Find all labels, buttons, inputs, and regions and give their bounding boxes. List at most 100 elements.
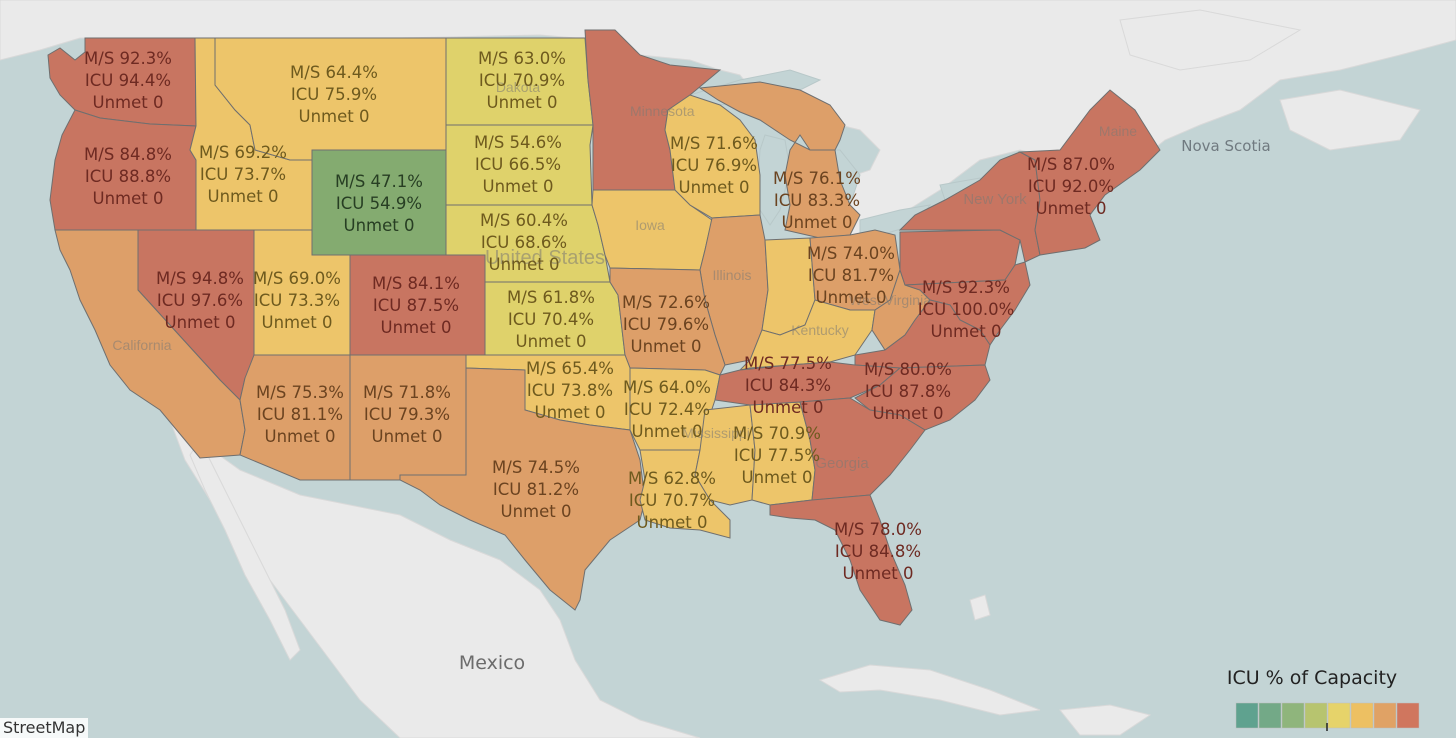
state-texas[interactable] xyxy=(399,367,646,611)
state-label-wa: M/S 92.3% ICU 94.4% Unmet 0 xyxy=(84,49,172,112)
label-unmet: Unmet 0 xyxy=(631,337,702,356)
state-label-wi: M/S 71.6% ICU 76.9% Unmet 0 xyxy=(670,134,758,197)
label-unmet: Unmet 0 xyxy=(535,403,606,422)
label-ms: M/S 47.1% xyxy=(335,172,423,191)
state-label-wy: M/S 47.1% ICU 54.9% Unmet 0 xyxy=(335,172,423,235)
legend-swatch xyxy=(1304,702,1328,729)
state-label-ar: M/S 64.0% ICU 72.4% Unmet 0 xyxy=(623,378,711,441)
label-ms: M/S 92.3% xyxy=(84,49,172,68)
label-icu: ICU 97.6% xyxy=(157,291,243,310)
label-unmet: Unmet 0 xyxy=(782,213,853,232)
state-label-fl: M/S 78.0% ICU 84.8% Unmet 0 xyxy=(834,520,922,583)
label-icu: ICU 83.3% xyxy=(774,191,860,210)
label-ms: M/S 63.0% xyxy=(478,49,566,68)
label-ms: M/S 62.8% xyxy=(628,469,716,488)
label-icu: ICU 73.8% xyxy=(527,381,613,400)
label-icu: ICU 84.3% xyxy=(745,376,831,395)
label-unmet: Unmet 0 xyxy=(489,255,560,274)
state-arizona[interactable] xyxy=(239,354,351,481)
label-unmet: Unmet 0 xyxy=(165,313,236,332)
label-ms: M/S 74.0% xyxy=(807,244,895,263)
basemap-label-maine: Maine xyxy=(1099,123,1137,139)
label-icu: ICU 77.5% xyxy=(734,446,820,465)
basemap-label-iowa: Iowa xyxy=(635,217,665,233)
label-icu: ICU 87.8% xyxy=(865,382,951,401)
label-ms: M/S 77.5% xyxy=(744,354,832,373)
label-ms: M/S 54.6% xyxy=(474,133,562,152)
state-label-tx: M/S 74.5% ICU 81.2% Unmet 0 xyxy=(492,458,580,521)
label-unmet: Unmet 0 xyxy=(843,564,914,583)
state-michigan[interactable] xyxy=(698,81,861,239)
label-icu: ICU 66.5% xyxy=(475,155,561,174)
label-ms: M/S 94.8% xyxy=(156,269,244,288)
label-icu: ICU 70.7% xyxy=(629,491,715,510)
label-unmet: Unmet 0 xyxy=(632,422,703,441)
basemap-label-united-states: United States xyxy=(485,247,605,269)
state-label-mo: M/S 72.6% ICU 79.6% Unmet 0 xyxy=(622,293,710,356)
state-label-ms: M/S 70.9% ICU 77.5% Unmet 0 xyxy=(733,424,821,487)
label-unmet: Unmet 0 xyxy=(1036,199,1107,218)
state-illinois[interactable] xyxy=(699,214,769,366)
label-icu: ICU 54.9% xyxy=(336,194,422,213)
basemap-label-dakota: Dakota xyxy=(496,79,541,95)
label-icu: ICU 88.8% xyxy=(85,167,171,186)
legend-swatch xyxy=(1350,702,1374,729)
label-ms: M/S 87.0% xyxy=(1027,155,1115,174)
label-icu: ICU 75.9% xyxy=(291,85,377,104)
label-ms: M/S 60.4% xyxy=(480,211,568,230)
state-label-nc: M/S 80.0% ICU 87.8% Unmet 0 xyxy=(864,360,952,423)
state-label-la: M/S 62.8% ICU 70.7% Unmet 0 xyxy=(628,469,716,532)
label-unmet: Unmet 0 xyxy=(344,216,415,235)
state-label-mt: M/S 64.4% ICU 75.9% Unmet 0 xyxy=(290,63,378,126)
state-florida[interactable] xyxy=(769,494,913,626)
label-unmet: Unmet 0 xyxy=(742,468,813,487)
label-icu: ICU 72.4% xyxy=(624,400,710,419)
label-unmet: Unmet 0 xyxy=(381,318,452,337)
label-unmet: Unmet 0 xyxy=(931,322,1002,341)
legend: ICU % of Capacity xyxy=(1227,667,1420,731)
state-south-dakota[interactable] xyxy=(445,124,594,206)
basemap-label-georgia: Georgia xyxy=(815,455,869,472)
label-ms: M/S 74.5% xyxy=(492,458,580,477)
label-ms: M/S 64.4% xyxy=(290,63,378,82)
map-attribution[interactable]: StreetMap xyxy=(0,718,89,738)
state-new-england[interactable] xyxy=(1018,89,1161,256)
country-label-mexico: Mexico xyxy=(459,652,525,674)
label-icu: ICU 81.7% xyxy=(808,266,894,285)
label-unmet: Unmet 0 xyxy=(637,513,708,532)
state-georgia-sc[interactable] xyxy=(799,397,926,501)
basemap-label-california: California xyxy=(112,337,171,353)
state-label-ut: M/S 69.0% ICU 73.3% Unmet 0 xyxy=(253,269,341,332)
label-icu: ICU 76.9% xyxy=(671,156,757,175)
label-icu: ICU 87.5% xyxy=(373,296,459,315)
state-pennsylvania[interactable] xyxy=(899,229,1021,286)
state-label-sd: M/S 54.6% ICU 66.5% Unmet 0 xyxy=(474,133,562,196)
state-label-ok: M/S 65.4% ICU 73.8% Unmet 0 xyxy=(526,359,614,422)
state-virginia[interactable] xyxy=(854,299,991,369)
state-california[interactable] xyxy=(54,229,246,459)
basemap-labels: Minnesota Iowa Illinois Kentucky West Vi… xyxy=(112,79,1137,472)
basemap-label-mississippi: Mississippi xyxy=(682,425,750,441)
legend-swatch xyxy=(1281,702,1305,729)
label-unmet: Unmet 0 xyxy=(816,288,887,307)
label-ms: M/S 70.9% xyxy=(733,424,821,443)
state-shapes xyxy=(47,29,1161,626)
label-icu: ICU 70.4% xyxy=(508,310,594,329)
basemap-label-minnesota: Minnesota xyxy=(630,103,695,119)
legend-swatch xyxy=(1327,702,1351,729)
label-unmet: Unmet 0 xyxy=(516,332,587,351)
basemap-label-new-york: New York xyxy=(963,191,1027,208)
label-icu: ICU 100.0% xyxy=(918,300,1015,319)
label-unmet: Unmet 0 xyxy=(372,427,443,446)
state-label-or: M/S 84.8% ICU 88.8% Unmet 0 xyxy=(84,145,172,208)
state-label-oh: M/S 74.0% ICU 81.7% Unmet 0 xyxy=(807,244,895,307)
state-label-mi: M/S 76.1% ICU 83.3% Unmet 0 xyxy=(773,169,861,232)
legend-swatch xyxy=(1258,702,1282,729)
legend-color-ramp xyxy=(1235,702,1420,729)
state-labels: M/S 92.3% ICU 94.4% Unmet 0 M/S 84.8% IC… xyxy=(84,49,1115,583)
label-icu: ICU 81.2% xyxy=(493,480,579,499)
label-icu: ICU 94.4% xyxy=(85,71,171,90)
label-ms: M/S 72.6% xyxy=(622,293,710,312)
